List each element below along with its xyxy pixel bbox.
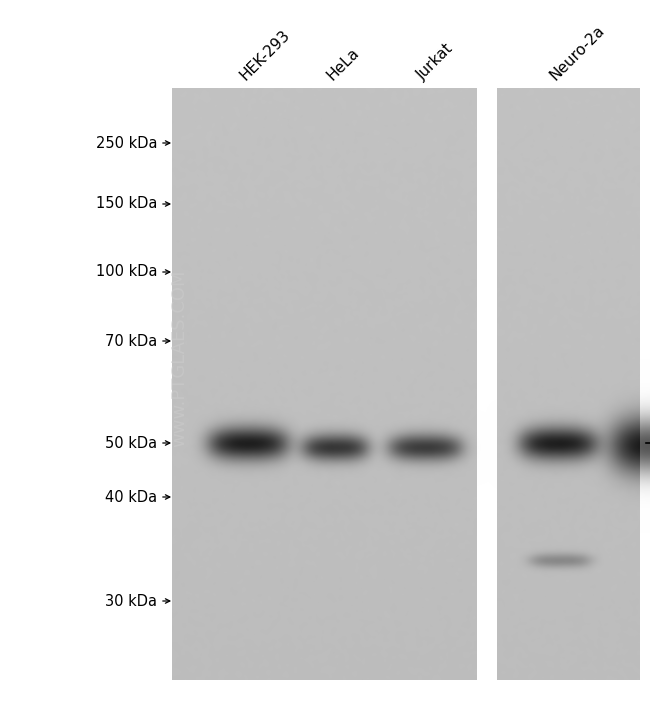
Text: 40 kDa: 40 kDa — [105, 490, 157, 505]
Text: 150 kDa: 150 kDa — [96, 196, 157, 211]
Text: Neuro-2a: Neuro-2a — [547, 22, 608, 83]
Text: 70 kDa: 70 kDa — [105, 334, 157, 349]
Text: 30 kDa: 30 kDa — [105, 594, 157, 609]
Text: HeLa: HeLa — [324, 45, 363, 83]
Text: 250 kDa: 250 kDa — [96, 135, 157, 150]
Text: HEK-293: HEK-293 — [237, 27, 293, 83]
Text: 50 kDa: 50 kDa — [105, 435, 157, 450]
Text: www.PTGLAES.COM: www.PTGLAES.COM — [170, 269, 188, 447]
Text: 100 kDa: 100 kDa — [96, 264, 157, 279]
Text: Jurkat: Jurkat — [415, 41, 456, 83]
